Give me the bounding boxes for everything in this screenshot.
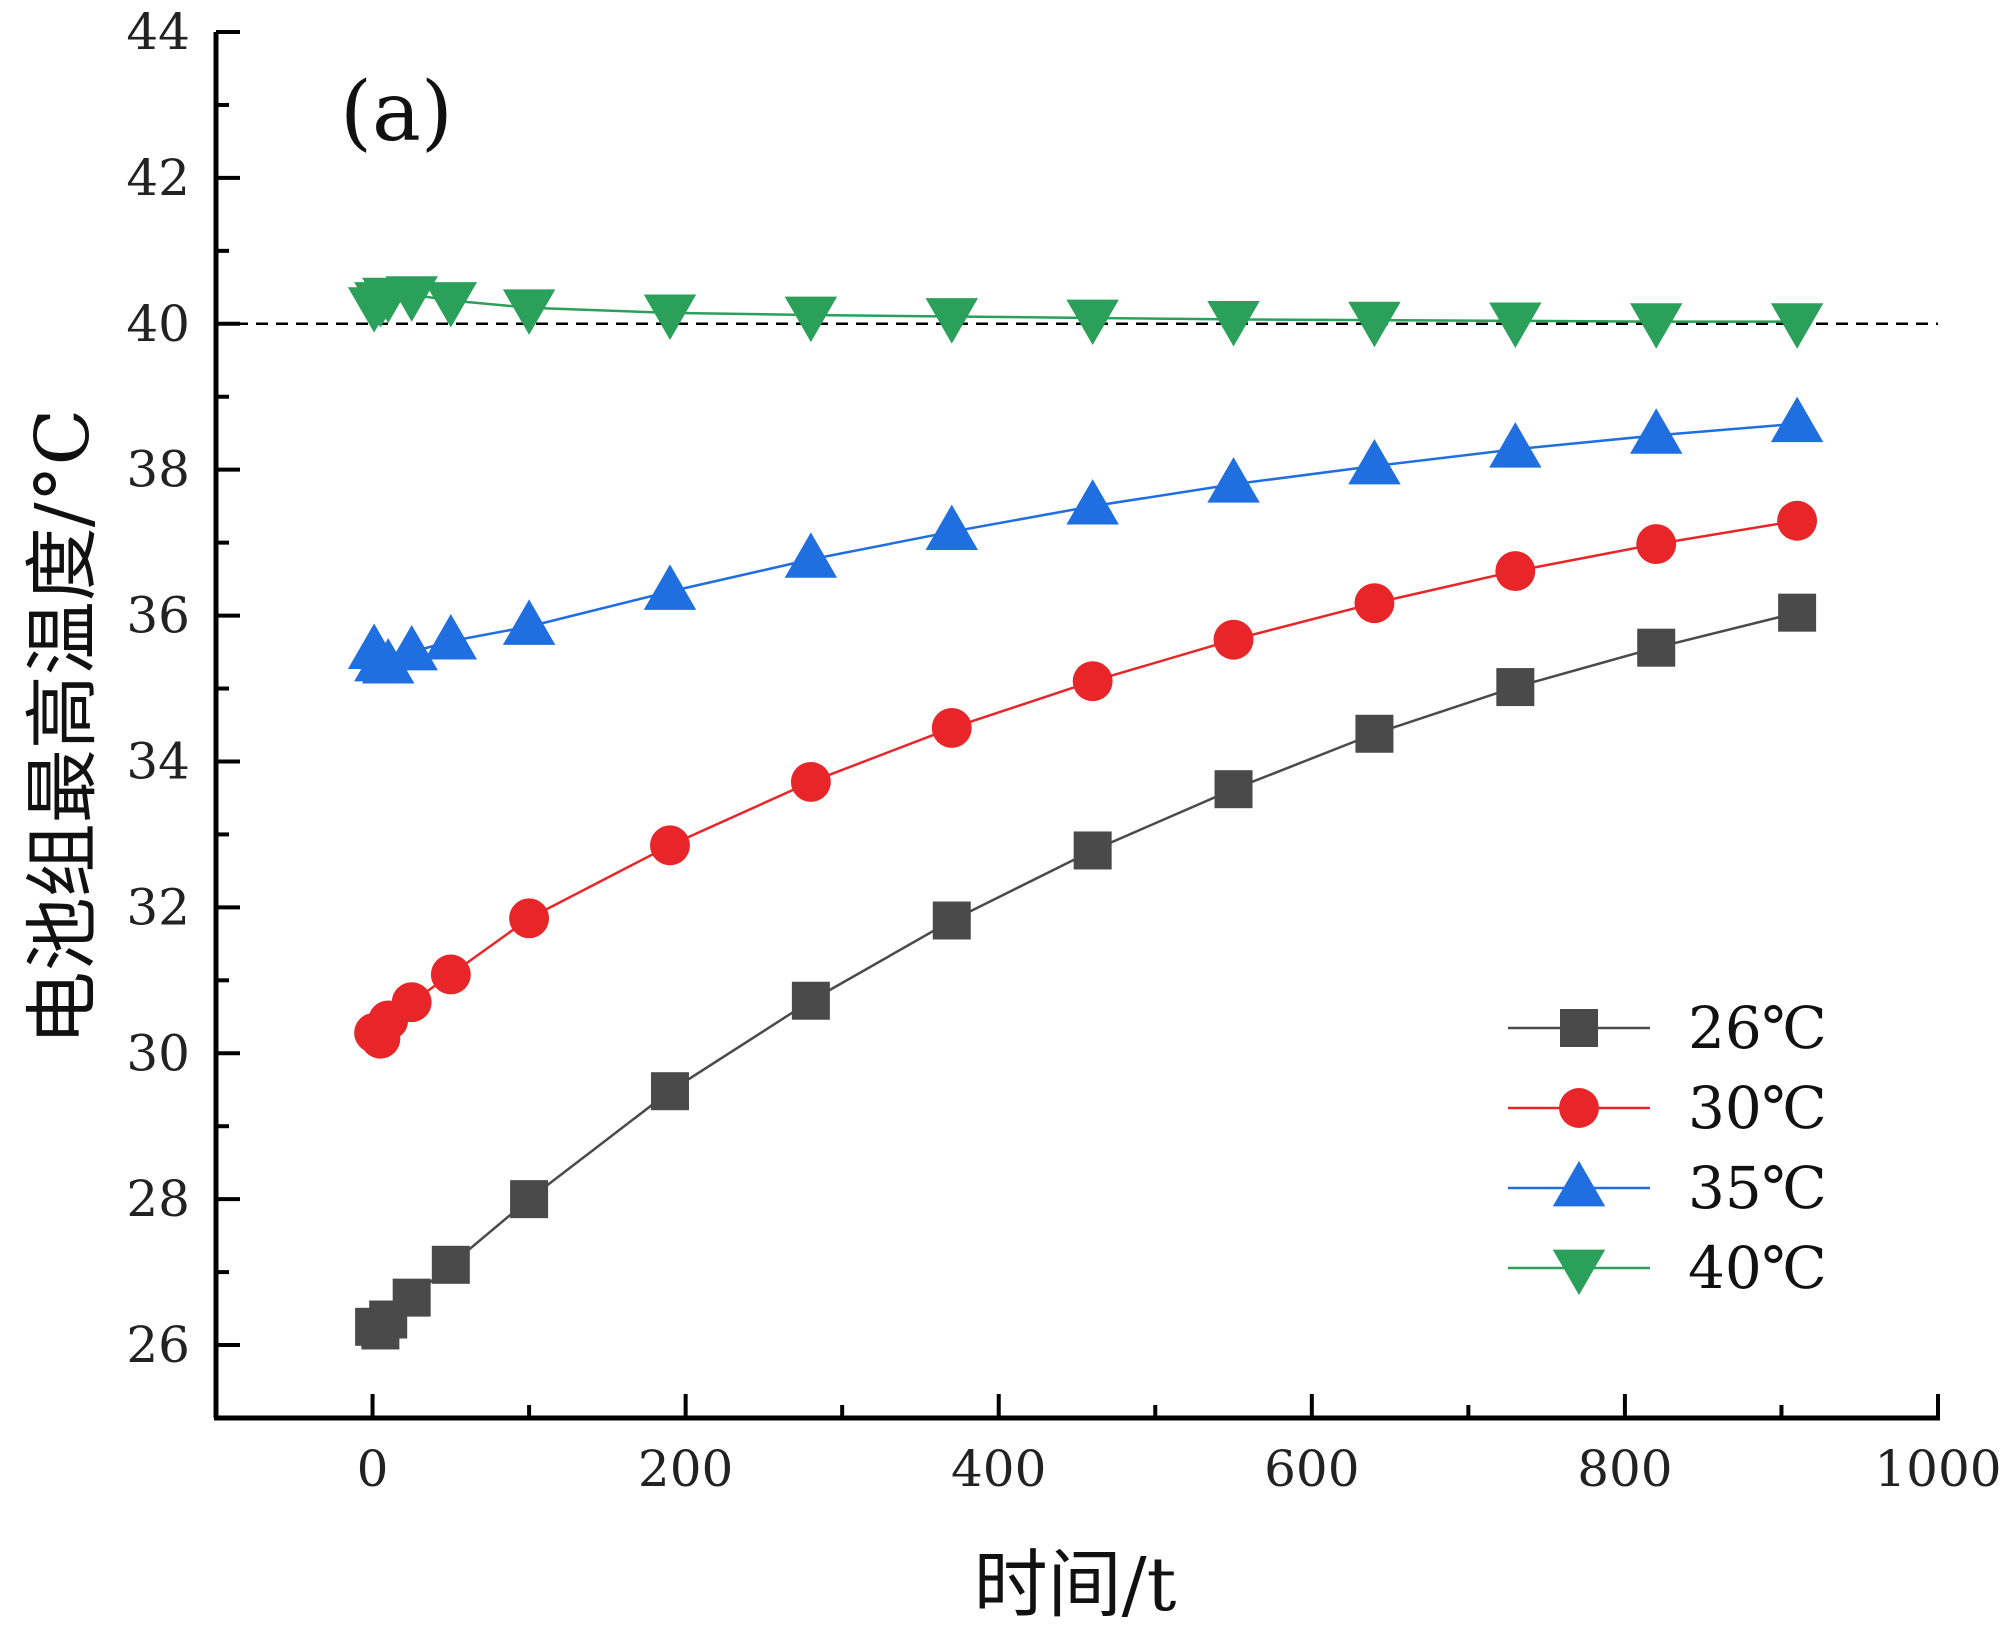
data-point — [1073, 831, 1112, 870]
series-3 — [347, 276, 1824, 349]
y-tick-label: 26 — [126, 1316, 190, 1374]
data-point — [784, 532, 838, 578]
legend-label: 30℃ — [1688, 1074, 1827, 1142]
data-point — [790, 761, 831, 802]
legend-label: 40℃ — [1688, 1234, 1827, 1302]
y-tick-label: 42 — [126, 149, 190, 207]
y-tick-label: 32 — [126, 878, 190, 936]
data-point — [1778, 593, 1817, 632]
data-point — [1214, 770, 1253, 809]
data-point — [1348, 301, 1401, 348]
data-point — [502, 289, 556, 335]
data-point — [509, 898, 550, 939]
panel-label: (a) — [340, 65, 453, 160]
y-tick-label: 30 — [126, 1024, 190, 1082]
data-point — [1496, 668, 1535, 707]
data-point — [1213, 619, 1254, 660]
data-point — [650, 825, 690, 866]
data-point — [643, 294, 697, 340]
data-point — [1355, 714, 1394, 753]
data-point — [430, 954, 471, 995]
y-tick-label: 34 — [126, 732, 190, 790]
data-point — [361, 638, 415, 684]
data-point — [510, 1180, 549, 1219]
data-point — [1637, 628, 1676, 667]
y-tick-label: 40 — [126, 295, 190, 353]
data-point — [1777, 500, 1818, 541]
data-point — [1770, 396, 1824, 443]
data-point — [1629, 408, 1683, 454]
legend-label: 26℃ — [1688, 994, 1827, 1062]
legend-label: 35℃ — [1688, 1154, 1827, 1222]
x-tick-label: 800 — [1577, 1440, 1672, 1498]
data-point — [1348, 438, 1401, 485]
x-tick-label: 0 — [357, 1440, 389, 1498]
data-point — [1636, 524, 1677, 565]
x-tick-label: 600 — [1264, 1440, 1359, 1498]
series-line — [373, 611, 1798, 1333]
data-point — [385, 276, 438, 322]
series-1 — [354, 500, 1818, 1059]
data-point — [650, 1072, 689, 1111]
data-point — [1770, 303, 1824, 349]
x-tick-label: 1000 — [1874, 1440, 2000, 1498]
data-point — [424, 614, 478, 660]
data-point — [931, 707, 972, 748]
data-point — [1207, 457, 1260, 503]
data-point — [431, 1245, 470, 1284]
data-point — [1489, 302, 1542, 348]
data-point — [1066, 479, 1119, 525]
data-point — [1629, 303, 1683, 349]
legend-marker — [1559, 1088, 1599, 1128]
legend-marker — [1552, 1160, 1606, 1207]
data-point — [932, 901, 971, 940]
y-tick-label: 28 — [126, 1170, 190, 1228]
axes: 26 28 30 32 34 36 38 40 42 44 0 200 400 600 800 1000 — [126, 3, 2000, 1498]
data-point — [1072, 661, 1113, 702]
legend-marker — [1560, 1009, 1598, 1047]
data-point — [925, 504, 978, 551]
plot-area — [216, 276, 1938, 1350]
series-line — [372, 422, 1798, 667]
series-line — [373, 519, 1798, 1041]
series-0 — [355, 593, 1817, 1350]
data-point — [791, 981, 830, 1020]
data-point — [1207, 301, 1260, 347]
data-point — [1489, 422, 1542, 468]
x-tick-label: 200 — [638, 1440, 733, 1498]
y-tick-label: 36 — [126, 587, 190, 645]
legend: 26℃ 30℃ 35℃ 40℃ — [1508, 994, 1827, 1302]
data-point — [643, 564, 697, 610]
y-tick-label: 38 — [126, 441, 190, 499]
data-point — [784, 296, 838, 343]
data-point — [1354, 583, 1395, 624]
data-point — [1495, 551, 1536, 592]
data-point — [392, 1278, 431, 1317]
y-axis-title: 电池组最高温度/°C — [20, 409, 106, 1046]
data-point — [925, 298, 978, 344]
legend-marker — [1552, 1249, 1606, 1296]
series-2 — [347, 396, 1824, 684]
data-point — [391, 982, 432, 1023]
y-tick-label: 44 — [126, 3, 190, 61]
data-point — [1066, 299, 1119, 346]
data-point — [385, 624, 438, 671]
x-axis-title: 时间/t — [974, 1542, 1177, 1628]
x-tick-label: 400 — [951, 1440, 1046, 1498]
data-point — [502, 599, 556, 645]
data-point — [424, 282, 478, 328]
